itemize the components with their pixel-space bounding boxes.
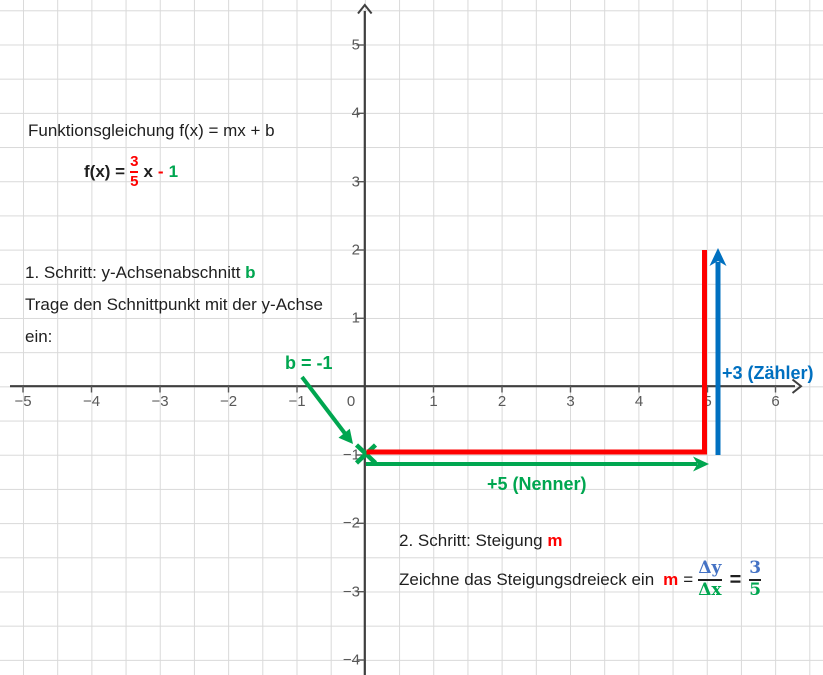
fraction-bar	[698, 578, 722, 582]
delta-y: Δy	[698, 557, 722, 578]
y-tick-label: 2	[351, 241, 360, 259]
rise-arrow	[709, 248, 727, 455]
step2-heading: 2. Schritt: Steigung m	[399, 530, 563, 551]
formula-intercept: 1	[168, 162, 179, 182]
x-tick-label: −1	[288, 393, 306, 410]
function-formula: f(x) = 3 5 x - 1	[84, 149, 178, 195]
delta-x: Δx	[698, 580, 722, 601]
x-tick-label: 6	[771, 393, 780, 410]
run-value: 5	[749, 580, 762, 601]
y-tick-label: −2	[342, 514, 360, 532]
y-tick-label: −3	[342, 583, 360, 601]
x-tick-label: −2	[219, 393, 238, 410]
y-axis-ticks	[356, 44, 365, 661]
x-tick-label: 3	[566, 393, 575, 410]
x-tick-label: −5	[14, 393, 32, 410]
x-tick-label: 5	[703, 393, 712, 410]
slope-triangle-path	[366, 250, 707, 455]
y-tick-label: −4	[342, 651, 360, 669]
run-arrow	[366, 456, 709, 472]
equals-sign: =	[729, 568, 742, 591]
fraction-bar	[749, 578, 762, 582]
slope-numerator: 3	[130, 153, 139, 170]
delta-fraction: Δy Δx	[698, 557, 722, 601]
step2-m: m	[547, 531, 563, 550]
x-tick-label: −4	[82, 393, 101, 410]
y-tick-label: −1	[342, 446, 360, 464]
fraction-bar	[130, 170, 139, 174]
x-tick-label: 0	[346, 393, 356, 410]
y-axis-arrowhead-icon	[357, 3, 373, 15]
run-label: +5 (Nenner)	[487, 474, 587, 494]
x-tick-label: 4	[634, 393, 644, 410]
formula-minus: -	[157, 162, 164, 182]
y-tick-label: 3	[351, 173, 360, 191]
step1-line3: ein:	[25, 327, 53, 346]
rise-label: +3 (Zähler)	[722, 363, 814, 383]
step1-line2: Trage den Schnittpunkt mit der y-Achse	[25, 295, 323, 314]
y-tick-label: 5	[351, 36, 360, 54]
rise-value: 3	[749, 557, 762, 578]
formula-lhs: f(x) =	[84, 162, 126, 182]
function-equation-title: Funktionsgleichung f(x) = mx + b	[28, 121, 275, 140]
formula-variable: x	[143, 162, 153, 182]
value-fraction: 3 5	[749, 557, 762, 601]
equals-sign: =	[683, 570, 694, 590]
x-tick-label: 1	[429, 393, 438, 410]
step1-text: 1. Schritt: y-Achsenabschnitt	[25, 263, 246, 282]
x-tick-label: 2	[497, 393, 507, 410]
step1-b: b	[245, 263, 256, 282]
slope-fraction: 3 5	[130, 153, 139, 191]
x-tick-label: −3	[151, 393, 169, 410]
slope-definition-formula: Zeichne das Steigungsdreieck ein m = Δy …	[399, 554, 762, 606]
step2-text: 2. Schritt: Steigung	[399, 531, 548, 550]
step1-heading: 1. Schritt: y-Achsenabschnitt b	[25, 262, 256, 283]
y-tick-label: 4	[351, 104, 360, 122]
x-axis-ticks	[22, 386, 777, 393]
slope-denominator: 5	[130, 173, 139, 191]
b-intercept-arrow	[300, 375, 353, 444]
y-tick-label: 1	[351, 309, 360, 327]
step2-line2-text: Zeichne das Steigungsdreieck ein	[399, 570, 655, 590]
slope-m-symbol: m	[663, 570, 679, 590]
b-value-label: b = -1	[285, 353, 333, 373]
